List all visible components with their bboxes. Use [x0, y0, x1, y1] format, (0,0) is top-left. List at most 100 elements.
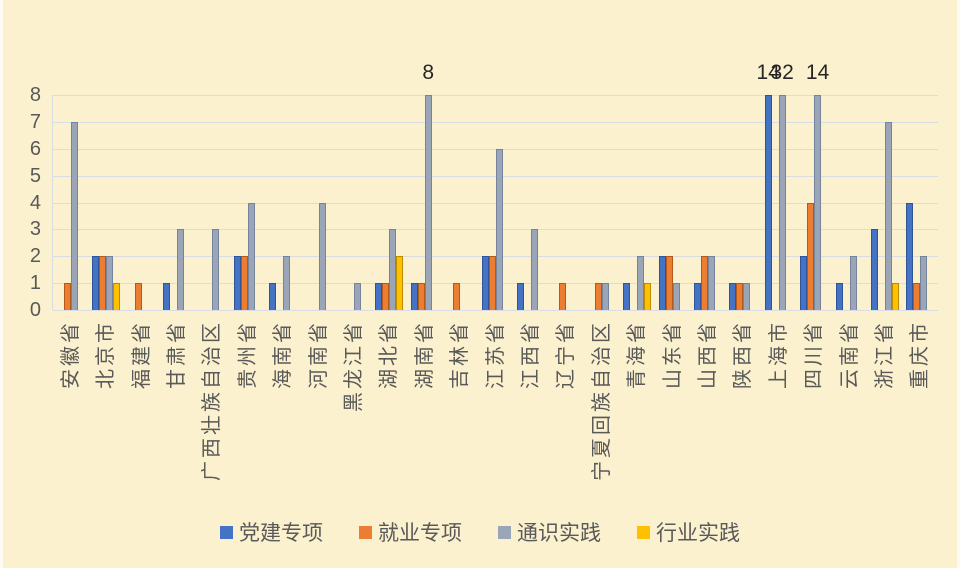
x-axis-label-slot: 青海省 [619, 318, 654, 518]
y-axis-tick: 2 [29, 245, 41, 268]
x-axis-label: 湖南省 [413, 320, 436, 389]
bar-湖北省-行业实践 [396, 256, 404, 310]
legend-label: 党建专项 [239, 522, 323, 545]
x-axis-label: 河南省 [307, 320, 330, 389]
bar-甘肃省-通识实践 [176, 229, 184, 310]
x-axis-label: 安徽省 [59, 320, 82, 389]
x-axis-label-slot: 浙江省 [867, 318, 902, 518]
bar-重庆市-通识实践 [920, 256, 928, 310]
x-axis-label: 海南省 [272, 320, 295, 389]
bar-云南省-党建专项 [835, 283, 843, 310]
x-axis-label-slot: 河南省 [301, 318, 336, 518]
x-axis-label-slot: 安徽省 [53, 318, 88, 518]
bar-陕西省-党建专项 [729, 283, 737, 310]
y-axis-tick: 3 [29, 218, 41, 241]
x-axis-label-slot: 黑龙江省 [336, 318, 371, 518]
legend-swatch [359, 525, 372, 539]
bar-上海市-党建专项 [764, 95, 772, 310]
legend-swatch [498, 525, 511, 539]
x-axis-label: 广西壮族自治区 [201, 320, 224, 481]
bar-青海省-通识实践 [637, 256, 645, 310]
bar-宁夏回族自治区-就业专项 [594, 283, 602, 310]
bar-江苏省-党建专项 [481, 256, 489, 310]
x-axis-label: 吉林省 [449, 320, 472, 389]
bar-北京市-党建专项 [92, 256, 100, 310]
gridline [53, 95, 938, 96]
x-axis-label-slot: 山西省 [690, 318, 725, 518]
x-axis-label: 北京市 [95, 320, 118, 389]
bar-贵州省-党建专项 [233, 256, 241, 310]
bar-山西省-党建专项 [693, 283, 701, 310]
bar-重庆市-就业专项 [913, 283, 921, 310]
bar-山东省-通识实践 [672, 283, 680, 310]
bar-河南省-通识实践 [318, 202, 326, 310]
x-axis-label: 福建省 [130, 320, 153, 389]
x-axis-label: 陕西省 [732, 320, 755, 389]
x-axis-label: 甘肃省 [165, 320, 188, 389]
bar-江苏省-就业专项 [488, 256, 496, 310]
y-axis-tick: 8 [29, 84, 41, 106]
x-axis-label-slot: 湖南省 [407, 318, 442, 518]
bar-云南省-通识实践 [849, 256, 857, 310]
x-axis-label-slot: 辽宁省 [549, 318, 584, 518]
bar-宁夏回族自治区-通识实践 [601, 283, 609, 310]
bar-value-label: 14 [756, 61, 780, 84]
x-axis-label-slot: 贵州省 [230, 318, 265, 518]
x-axis-label-slot: 甘肃省 [159, 318, 194, 518]
bar-甘肃省-党建专项 [162, 283, 170, 310]
legend-item-通识实践: 通识实践 [498, 517, 601, 547]
x-axis-label: 黑龙江省 [342, 320, 365, 412]
legend-item-就业专项: 就业专项 [359, 517, 462, 547]
x-axis-label: 云南省 [838, 320, 861, 389]
bar-贵州省-通识实践 [247, 202, 255, 310]
bar-江苏省-通识实践 [495, 148, 503, 310]
bar-安徽省-通识实践 [70, 121, 78, 310]
x-axis-label: 青海省 [626, 320, 649, 389]
bar-青海省-党建专项 [623, 283, 631, 310]
bar-四川省-就业专项 [807, 202, 815, 310]
x-axis-label-slot: 陕西省 [726, 318, 761, 518]
y-axis-tick: 4 [29, 191, 41, 214]
bar-四川省-通识实践 [814, 95, 822, 310]
legend-label: 就业专项 [378, 522, 462, 545]
plot-area [52, 95, 938, 311]
bar-贵州省-就业专项 [240, 256, 248, 310]
x-axis-label-slot: 北京市 [88, 318, 123, 518]
x-axis-label: 上海市 [767, 320, 790, 389]
x-axis-label-slot: 宁夏回族自治区 [584, 318, 619, 518]
legend-swatch [220, 525, 233, 539]
x-axis-label-slot: 四川省 [796, 318, 831, 518]
bar-陕西省-通识实践 [743, 283, 751, 310]
y-axis-tick: 5 [29, 164, 41, 187]
bar-湖北省-就业专项 [382, 283, 390, 310]
x-axis-label: 贵州省 [236, 320, 259, 389]
bar-湖南省-党建专项 [410, 283, 418, 310]
x-axis-label-slot: 上海市 [761, 318, 796, 518]
x-axis-label: 浙江省 [873, 320, 896, 389]
bar-重庆市-党建专项 [906, 202, 914, 310]
y-axis-tick: 1 [29, 272, 41, 295]
x-axis-label-slot: 江苏省 [478, 318, 513, 518]
bar-四川省-党建专项 [800, 256, 808, 310]
legend: 党建专项 就业专项 通识实践 行业实践 [3, 517, 957, 547]
x-axis-label-slot: 海南省 [265, 318, 300, 518]
x-axis-label: 山东省 [661, 320, 684, 389]
gridline [53, 310, 938, 311]
bar-海南省-通识实践 [283, 256, 291, 310]
bar-辽宁省-就业专项 [559, 283, 567, 310]
x-axis-label: 山西省 [696, 320, 719, 389]
y-axis-tick: 7 [29, 110, 41, 133]
y-axis-tick: 6 [29, 137, 41, 160]
bar-value-label: 32 [770, 61, 794, 84]
bar-湖南省-就业专项 [417, 283, 425, 310]
bar-北京市-就业专项 [99, 256, 107, 310]
x-axis-label: 四川省 [803, 320, 826, 389]
x-axis-label-slot: 湖北省 [372, 318, 407, 518]
bar-安徽省-就业专项 [63, 283, 71, 310]
bar-江西省-党建专项 [516, 283, 524, 310]
x-axis-label: 宁夏回族自治区 [590, 320, 613, 481]
bar-浙江省-通识实践 [884, 121, 892, 310]
bar-广西壮族自治区-通识实践 [212, 229, 220, 310]
x-axis-label-slot: 重庆市 [903, 318, 938, 518]
